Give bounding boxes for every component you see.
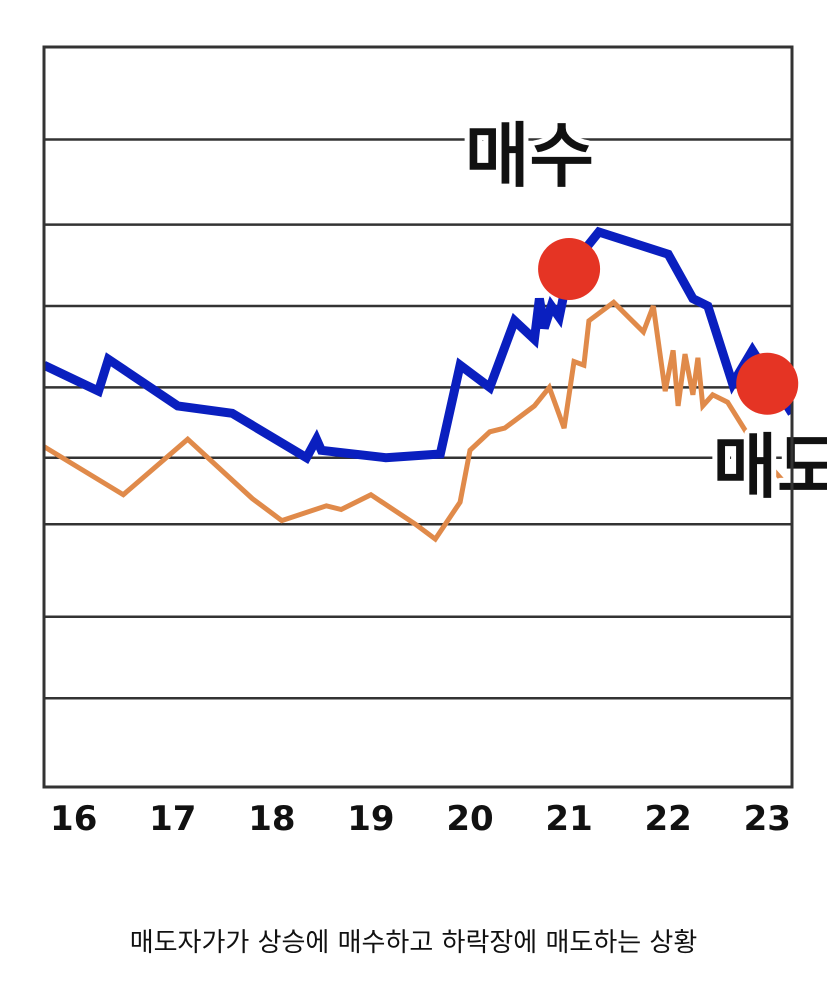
x-tick-label: 19 (347, 799, 394, 839)
x-tick-label: 21 (545, 799, 592, 839)
x-axis-ticks: 16 17 18 19 20 21 22 23 (50, 799, 791, 839)
sell-point-marker (736, 352, 799, 415)
markers (538, 238, 799, 415)
x-tick-label: 22 (644, 799, 691, 839)
annotation-sell: 매도 (713, 426, 827, 508)
plot-frame (42, 45, 794, 789)
x-tick-label: 23 (744, 799, 791, 839)
series-line-sell (44, 299, 792, 543)
x-tick-label: 20 (446, 799, 493, 839)
x-tick-label: 16 (50, 799, 97, 839)
x-tick-label: 17 (149, 799, 196, 839)
series-line-buy (44, 226, 792, 464)
grid-lines (44, 138, 792, 700)
buy-point-marker (538, 238, 601, 300)
chart-caption: 매도자가가 상승에 매수하고 하락장에 매도하는 상황 (129, 928, 698, 958)
series-lines (44, 226, 792, 543)
annotation-buy: 매수 (465, 115, 594, 197)
x-tick-label: 18 (248, 799, 295, 839)
